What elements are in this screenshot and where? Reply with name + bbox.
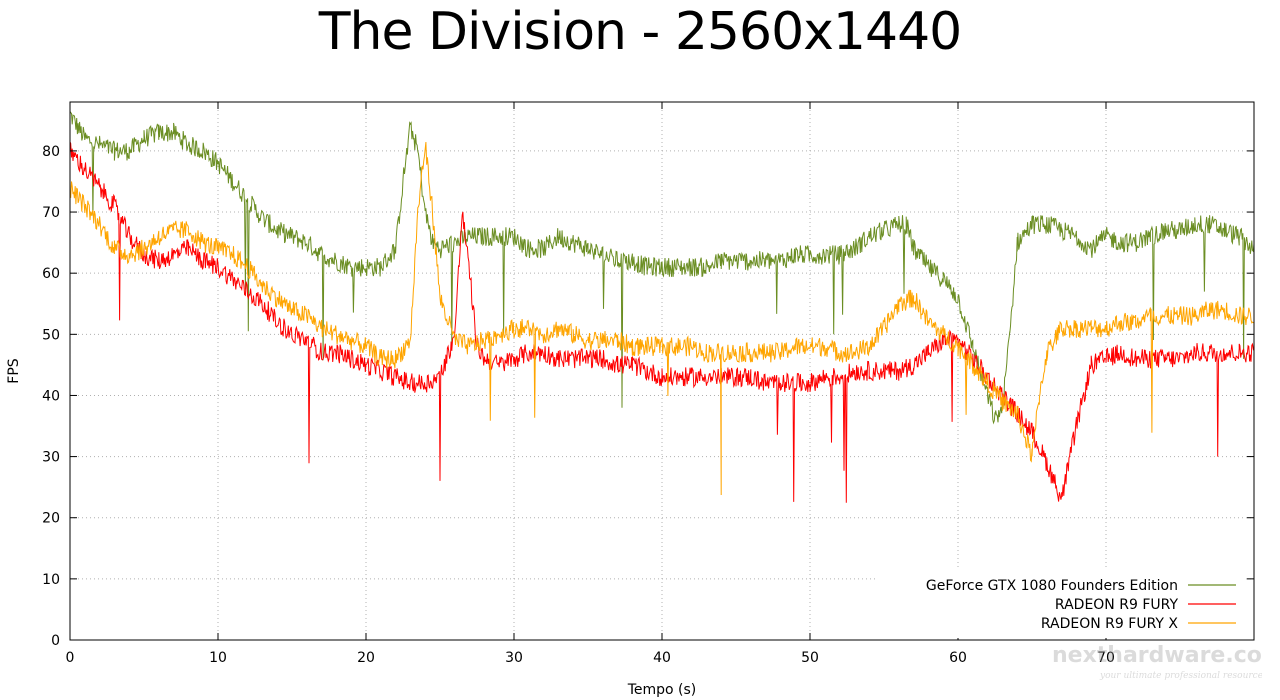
x-axis-label: Tempo (s): [627, 682, 697, 698]
series-line: [69, 141, 1255, 496]
y-tick-label: 10: [42, 572, 60, 588]
x-tick-label: 60: [949, 650, 967, 666]
x-tick-label: 70: [1097, 650, 1115, 666]
x-tick-label: 20: [357, 650, 375, 666]
y-tick-label: 60: [42, 266, 60, 282]
ticks: 0 10 20 30 40 50 60 70 0 10 20 30 40 50 60 70 80: [42, 102, 1254, 666]
legend-label: GeForce GTX 1080 Founders Edition: [926, 578, 1178, 594]
y-axis-label: FPS: [6, 358, 22, 383]
legend-background: [875, 568, 1245, 638]
watermark-text: nexthardware.com: [1052, 643, 1262, 668]
x-tick-label: 10: [209, 650, 227, 666]
y-tick-label: 40: [42, 388, 60, 404]
legend-label: RADEON R9 FURY X: [1041, 616, 1179, 632]
nexthardware-logo: nexthardware.com your ultimate professio…: [1052, 643, 1262, 681]
series-layer: [69, 111, 1255, 503]
x-tick-label: 30: [505, 650, 523, 666]
legend-label: RADEON R9 FURY: [1055, 597, 1179, 613]
y-tick-label: 30: [42, 450, 60, 466]
y-tick-label: 70: [42, 205, 60, 221]
series-line: [69, 141, 1255, 503]
y-tick-label: 50: [42, 327, 60, 343]
series-line: [69, 111, 1255, 425]
y-tick-label: 20: [42, 511, 60, 527]
watermark-subtext: your ultimate professional resource: [1099, 671, 1262, 681]
y-tick-label: 0: [51, 633, 60, 649]
x-tick-label: 40: [653, 650, 671, 666]
y-tick-label: 80: [42, 144, 60, 160]
legend: GeForce GTX 1080 Founders Edition RADEON …: [875, 568, 1245, 638]
x-tick-label: 0: [66, 650, 75, 666]
chart-title: The Division - 2560x1440: [318, 2, 963, 62]
x-tick-label: 50: [801, 650, 819, 666]
